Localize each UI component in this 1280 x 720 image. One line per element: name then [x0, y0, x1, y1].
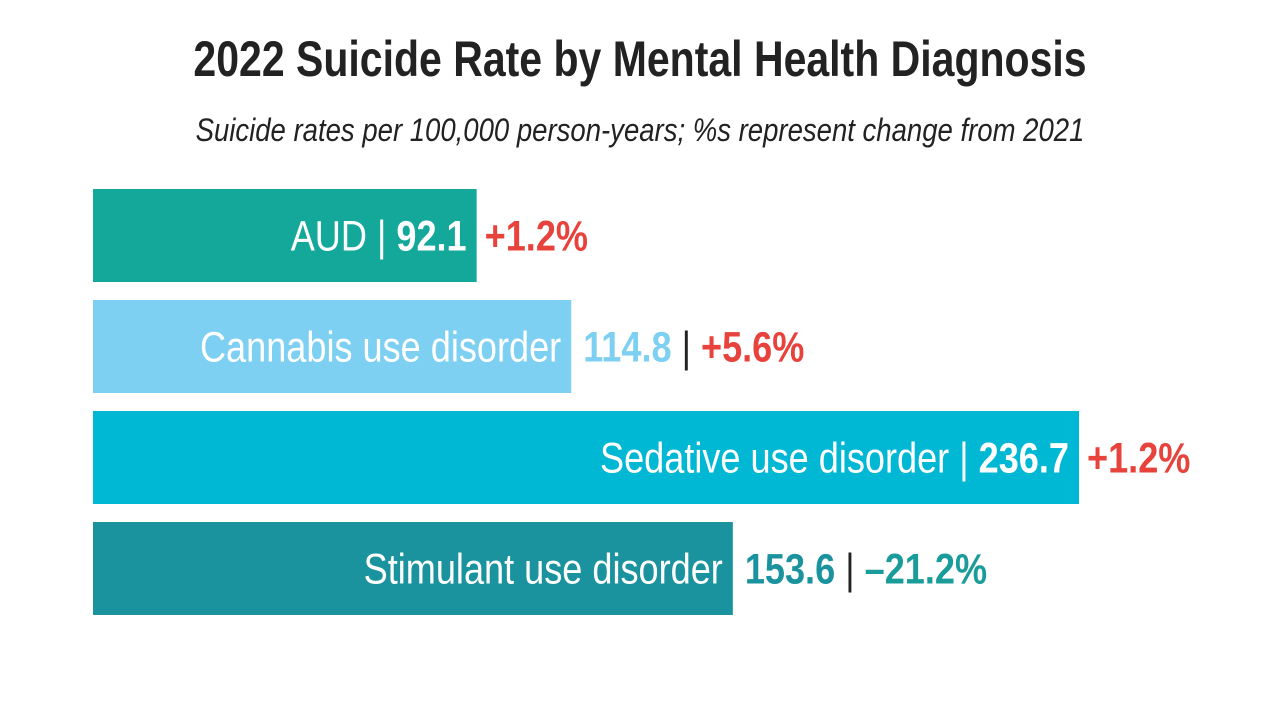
- bar-3: [93, 522, 733, 615]
- bar-label-0: AUD | 92.1 +1.2%: [291, 213, 588, 261]
- category-label: AUD: [291, 213, 377, 261]
- svg-text:Sedative use disorder | 236.7: Sedative use disorder | 236.7: [600, 435, 1069, 483]
- svg-text:AUD | 92.1: AUD | 92.1: [291, 213, 467, 261]
- change-label: –21.2%: [865, 546, 987, 594]
- value-label: 92.1: [396, 213, 466, 261]
- bar-label-3: Stimulant use disorder 153.6 | –21.2%: [364, 546, 987, 594]
- bar-0: [93, 189, 477, 282]
- value-label: 236.7: [979, 435, 1069, 483]
- change-label: +1.2%: [1087, 435, 1190, 483]
- bar-2: [93, 411, 1079, 504]
- bar-label-2: Sedative use disorder | 236.7 +1.2%: [600, 435, 1190, 483]
- value-label: 153.6: [745, 546, 845, 594]
- change-label: +1.2%: [485, 213, 588, 261]
- value-label: 114.8: [583, 324, 681, 372]
- category-label: Stimulant use disorder: [364, 546, 723, 594]
- separator: |: [959, 435, 978, 483]
- category-label: Sedative use disorder: [600, 435, 959, 483]
- bar-label-1: Cannabis use disorder 114.8 | +5.6%: [200, 324, 804, 372]
- svg-text:114.8 | +5.6%: 114.8 | +5.6%: [583, 324, 804, 372]
- chart-subtitle: Suicide rates per 100,000 person-years; …: [195, 112, 1085, 148]
- change-label: +5.6%: [701, 324, 804, 372]
- separator: |: [682, 324, 701, 372]
- chart-title: 2022 Suicide Rate by Mental Health Diagn…: [193, 31, 1087, 87]
- bar-1: [93, 300, 572, 393]
- separator: |: [377, 213, 396, 261]
- separator: |: [845, 546, 864, 594]
- svg-text:153.6 | –21.2%: 153.6 | –21.2%: [745, 546, 987, 594]
- category-label: Cannabis use disorder: [200, 324, 561, 372]
